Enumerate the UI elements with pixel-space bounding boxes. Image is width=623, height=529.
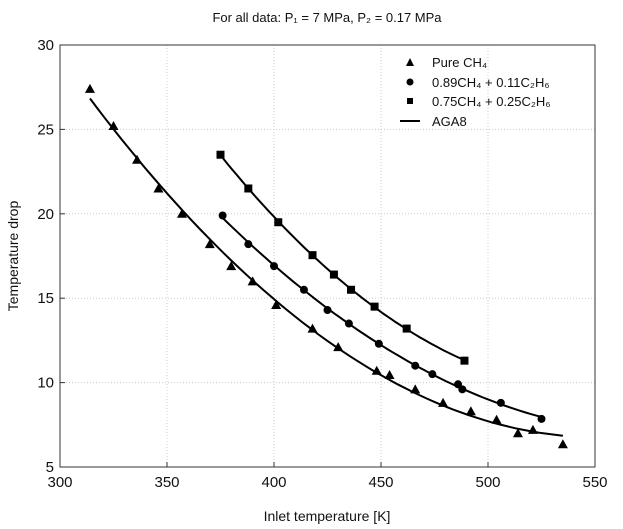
square-point bbox=[274, 218, 283, 227]
triangle-point bbox=[84, 83, 95, 93]
x-tick-label: 300 bbox=[47, 474, 72, 491]
legend-label-pure-ch4: Pure CH₄ bbox=[432, 55, 487, 70]
triangle-point bbox=[512, 428, 523, 438]
circle-point bbox=[299, 285, 308, 294]
x-tick-label: 350 bbox=[154, 474, 179, 491]
triangle-point bbox=[204, 239, 215, 249]
square-point bbox=[216, 150, 225, 159]
square-point bbox=[370, 302, 379, 311]
legend-label-089ch4: 0.89CH₄ + 0.11C₂H₆ bbox=[432, 75, 550, 90]
triangle-point bbox=[333, 342, 344, 352]
triangle-point bbox=[557, 439, 568, 449]
circle-point bbox=[218, 211, 227, 220]
circle-point bbox=[428, 370, 437, 379]
legend-marker-square bbox=[407, 98, 413, 104]
circle-point bbox=[537, 414, 546, 423]
y-tick-label: 25 bbox=[37, 121, 54, 138]
triangle-point bbox=[384, 370, 395, 380]
square-point bbox=[308, 251, 317, 260]
circle-point bbox=[244, 240, 253, 249]
triangle-point bbox=[176, 208, 187, 218]
circle-point bbox=[411, 361, 420, 370]
y-tick-label: 10 bbox=[37, 375, 54, 392]
aga8-line bbox=[221, 217, 542, 418]
y-tick-label: 15 bbox=[37, 290, 54, 307]
triangle-point bbox=[307, 323, 318, 333]
legend-marker-circle bbox=[406, 78, 414, 86]
aga8-lines bbox=[89, 97, 564, 437]
square-point bbox=[347, 285, 356, 294]
legend: Pure CH₄ 0.89CH₄ + 0.11C₂H₆ 0.75CH₄ + 0.… bbox=[400, 55, 551, 129]
triangle-point bbox=[527, 424, 538, 434]
triangle-point bbox=[371, 365, 382, 375]
circle-point bbox=[270, 262, 278, 271]
data-points bbox=[84, 83, 568, 449]
y-tick-label: 30 bbox=[37, 37, 54, 54]
circle-point bbox=[458, 385, 467, 394]
x-tick-label: 550 bbox=[582, 474, 607, 491]
triangle-point bbox=[491, 414, 502, 424]
ticks: 300 350 400 450 500 550 5 10 15 20 25 30 bbox=[37, 37, 607, 491]
triangle-point bbox=[465, 406, 476, 416]
triangle-point bbox=[132, 154, 143, 164]
legend-label-075ch4: 0.75CH₄ + 0.25C₂H₆ bbox=[432, 94, 551, 109]
y-axis-label: Temperature drop bbox=[5, 201, 21, 312]
triangle-point bbox=[226, 261, 237, 271]
square-point bbox=[244, 184, 253, 193]
aga8-line bbox=[219, 154, 465, 362]
y-tick-label: 20 bbox=[37, 206, 54, 223]
triangle-point bbox=[153, 183, 164, 193]
legend-marker-triangle bbox=[406, 58, 414, 66]
x-axis-label: Inlet temperature [K] bbox=[264, 508, 391, 524]
y-tick-label: 5 bbox=[46, 459, 54, 476]
chart-title: For all data: P₁ = 7 MPa, P₂ = 0.17 MPa bbox=[212, 10, 442, 25]
x-tick-label: 450 bbox=[368, 474, 393, 491]
square-point bbox=[329, 270, 338, 279]
legend-label-aga8: AGA8 bbox=[432, 114, 467, 129]
aga8-line bbox=[89, 97, 564, 437]
circle-point bbox=[374, 339, 383, 348]
triangle-point bbox=[108, 121, 119, 131]
triangle-point bbox=[271, 299, 282, 309]
x-tick-label: 400 bbox=[261, 474, 286, 491]
x-tick-label: 500 bbox=[475, 474, 500, 491]
triangle-point bbox=[247, 276, 258, 286]
square-point bbox=[402, 324, 411, 333]
plot-frame bbox=[59, 44, 596, 468]
triangle-point bbox=[438, 397, 449, 407]
triangle-point bbox=[410, 384, 421, 394]
circle-point bbox=[323, 306, 332, 315]
circle-point bbox=[344, 319, 353, 328]
circle-point bbox=[496, 398, 505, 407]
square-point bbox=[460, 356, 469, 365]
